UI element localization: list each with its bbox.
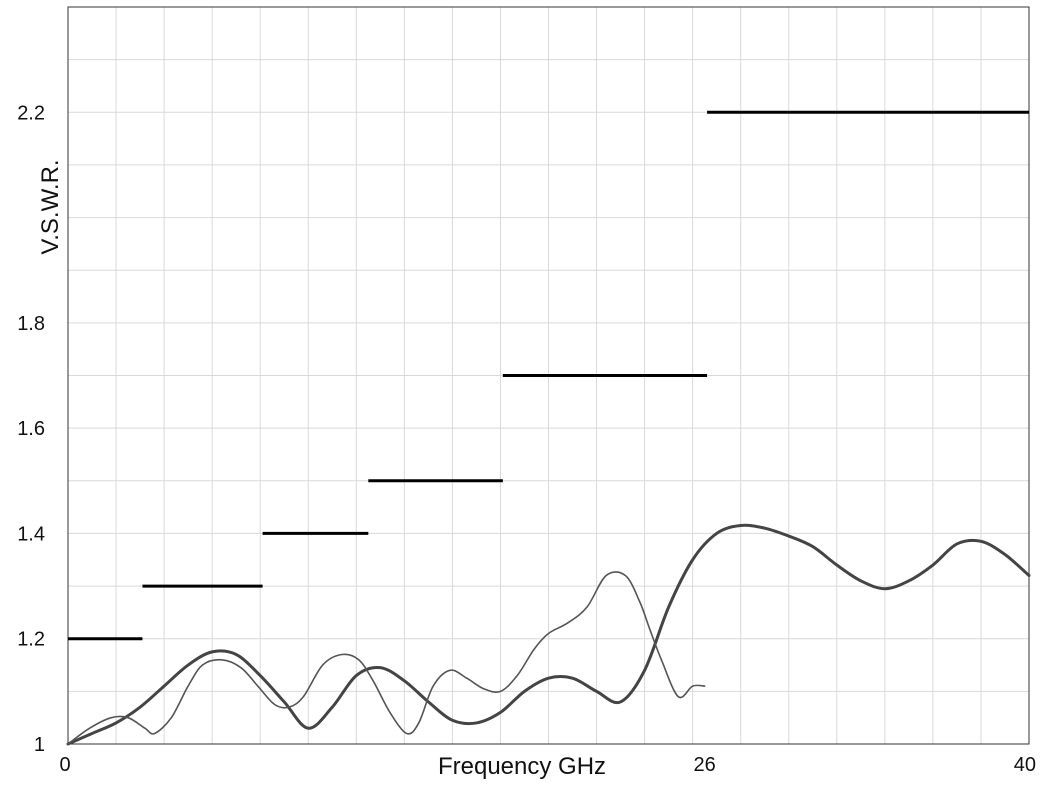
- y-tick-label: 1.8: [17, 313, 45, 335]
- x-tick-label: 26: [694, 754, 716, 776]
- y-axis-label: V.S.W.R.: [37, 159, 64, 254]
- y-tick-label: 1: [34, 734, 45, 756]
- vswr-curve-thick: [66, 523, 1031, 746]
- y-tick-label: 2.2: [17, 102, 45, 124]
- x-tick-label: 40: [1014, 754, 1036, 776]
- y-tick-label: 1.6: [17, 418, 45, 440]
- y-tick-label: 1.2: [17, 629, 45, 651]
- x-axis-label: Frequency GHz: [438, 753, 606, 780]
- plot-frame: [67, 6, 1030, 745]
- x-tick-label: 0: [59, 754, 70, 776]
- tick-labels: 1 1.2 1.4 1.6 1.8 2.2 0 26 40: [17, 102, 1036, 776]
- y-tick-label: 1.4: [17, 523, 45, 545]
- series-layer: [66, 110, 1031, 746]
- vswr-curve-thin: [67, 571, 706, 745]
